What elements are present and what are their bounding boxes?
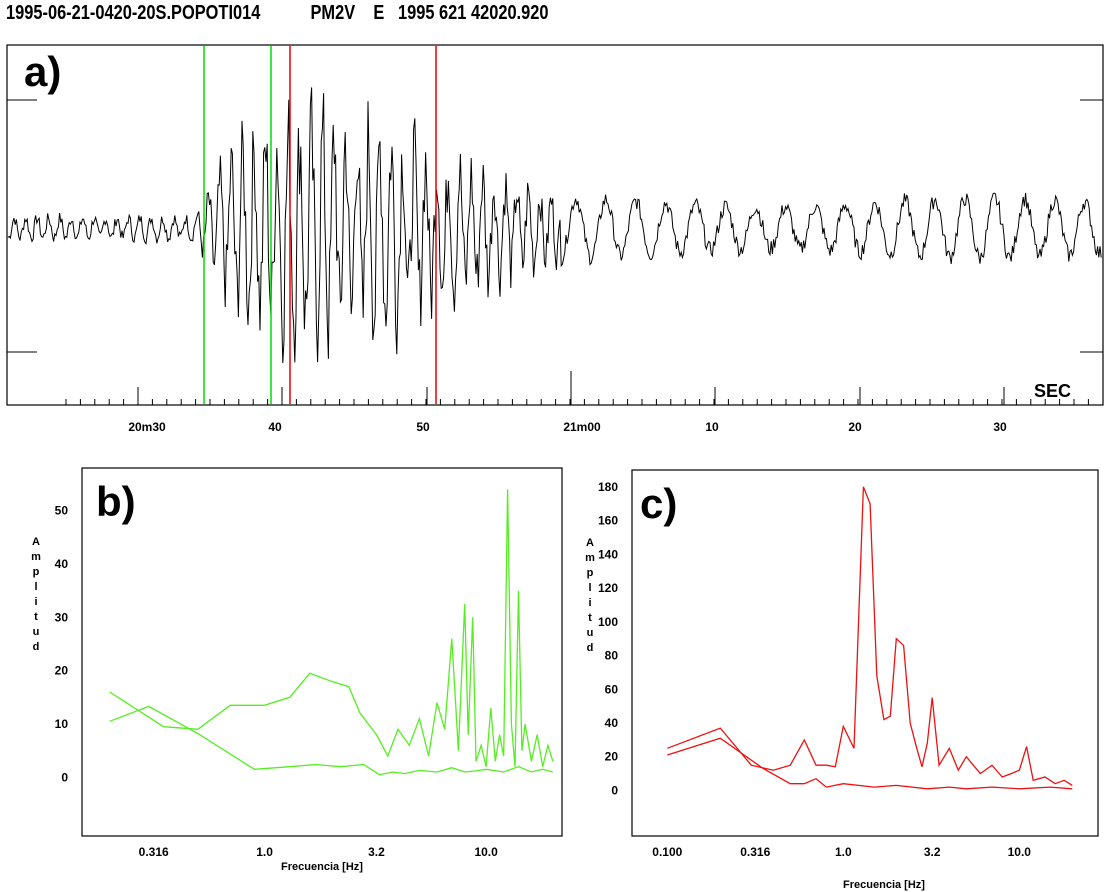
y-axis-label-letter: l bbox=[588, 582, 591, 594]
panel-b-x-axis-label: Frecuencia [Hz] bbox=[281, 861, 363, 873]
panel-b-frame bbox=[81, 467, 563, 837]
panel-c-label: c) bbox=[640, 480, 677, 527]
spectrum-line-1 bbox=[109, 705, 553, 776]
y-tick-label: 20 bbox=[55, 664, 69, 678]
y-axis-label-letter: u bbox=[33, 626, 40, 638]
y-axis-label-letter: m bbox=[31, 551, 41, 563]
y-axis-label-letter: t bbox=[34, 611, 38, 623]
x-tick-label: 0.316 bbox=[139, 845, 169, 859]
panel-a-seismogram: a) 20m30 40 50 21m00 10 20 30 SEC bbox=[6, 44, 1104, 434]
y-axis-label-letter: m bbox=[585, 552, 595, 564]
y-tick-label: 60 bbox=[605, 682, 619, 696]
panel-a-x-ticks bbox=[65, 371, 1089, 405]
panel-b-label: b) bbox=[96, 478, 136, 525]
y-axis-label-letter: i bbox=[588, 597, 591, 609]
y-tick-label: 10 bbox=[55, 717, 69, 731]
spectrum-line-2 bbox=[109, 489, 554, 767]
x-tick-label: 1.0 bbox=[256, 845, 273, 859]
panel-a-unit-label: SEC bbox=[1034, 381, 1071, 401]
x-tick-label: 3.2 bbox=[368, 845, 385, 859]
panel-a-frame bbox=[6, 44, 1104, 406]
y-axis-label-letter: d bbox=[587, 642, 594, 654]
panel-c-x-axis-label: Frecuencia [Hz] bbox=[843, 879, 925, 891]
panel-a-x-tick-label: 30 bbox=[993, 420, 1007, 434]
y-tick-label: 160 bbox=[598, 514, 618, 528]
station-id: 1995-06-21-0420-20S.POPOTI014 bbox=[6, 2, 261, 24]
y-tick-label: 0 bbox=[61, 770, 68, 784]
y-tick-label: 140 bbox=[598, 547, 618, 561]
panel-a-x-tick-label: 50 bbox=[416, 420, 430, 434]
y-tick-label: 180 bbox=[598, 480, 618, 494]
y-axis-label-letter: u bbox=[587, 627, 594, 639]
y-tick-label: 50 bbox=[55, 504, 69, 518]
x-tick-label: 0.316 bbox=[740, 845, 770, 859]
panel-c-y-tick-labels: 0 20 40 60 80 100 120 140 160 180 bbox=[598, 480, 618, 798]
flag-code: E bbox=[373, 2, 385, 24]
panel-a-trace-group bbox=[7, 87, 1102, 364]
panel-a-x-tick-label: 10 bbox=[705, 420, 719, 434]
x-tick-label: 10.0 bbox=[474, 845, 498, 859]
y-tick-label: 40 bbox=[55, 557, 69, 571]
panel-b-x-tick-labels: 0.316 1.0 3.2 10.0 bbox=[139, 845, 498, 859]
panel-a-x-tick-label: 20m30 bbox=[128, 420, 166, 434]
y-axis-label-letter: p bbox=[587, 567, 594, 579]
y-axis-label-letter: d bbox=[33, 641, 40, 653]
panel-c-series bbox=[667, 486, 1073, 790]
panel-a-x-tick-label: 20 bbox=[848, 420, 862, 434]
y-axis-label-letter: p bbox=[33, 566, 40, 578]
x-tick-label: 10.0 bbox=[1008, 845, 1032, 859]
panel-a-x-tick-label: 21m00 bbox=[563, 420, 601, 434]
y-tick-label: 0 bbox=[611, 783, 618, 797]
spectrum-line-1 bbox=[667, 737, 1073, 790]
y-tick-label: 100 bbox=[598, 615, 618, 629]
component-code: PM2V bbox=[310, 2, 356, 24]
panel-a-x-tick-labels: 20m30 40 50 21m00 10 20 30 bbox=[128, 420, 1007, 434]
y-axis-label-letter: A bbox=[32, 536, 40, 548]
record-datetime: 1995 621 42020.920 bbox=[397, 2, 549, 24]
panel-c-x-tick-labels: 0.100 0.316 1.0 3.2 10.0 bbox=[652, 845, 1031, 859]
panel-c-frame bbox=[631, 469, 1099, 837]
panel-a-x-tick-label: 40 bbox=[268, 420, 282, 434]
panel-a-label: a) bbox=[24, 48, 61, 95]
seismogram-header: 1995-06-21-0420-20S.POPOTI014 PM2V E 199… bbox=[6, 2, 548, 25]
y-tick-label: 30 bbox=[55, 610, 69, 624]
y-tick-label: 80 bbox=[605, 649, 619, 663]
x-tick-label: 1.0 bbox=[835, 845, 852, 859]
y-axis-label-letter: A bbox=[586, 537, 594, 549]
x-tick-label: 0.100 bbox=[652, 845, 682, 859]
y-tick-label: 120 bbox=[598, 581, 618, 595]
y-tick-label: 20 bbox=[605, 750, 619, 764]
panel-a-markers bbox=[203, 46, 437, 404]
y-tick-label: 40 bbox=[605, 716, 619, 730]
panel-b-y-tick-labels: 0 10 20 30 40 50 bbox=[55, 504, 69, 785]
x-tick-label: 3.2 bbox=[924, 845, 941, 859]
y-axis-label-letter: i bbox=[34, 596, 37, 608]
panel-a-waveform bbox=[7, 87, 1102, 364]
spectrum-line-2 bbox=[667, 486, 1073, 786]
panel-b-series bbox=[109, 489, 554, 776]
y-axis-label-letter: t bbox=[588, 612, 592, 624]
y-axis-label-letter: l bbox=[34, 581, 37, 593]
